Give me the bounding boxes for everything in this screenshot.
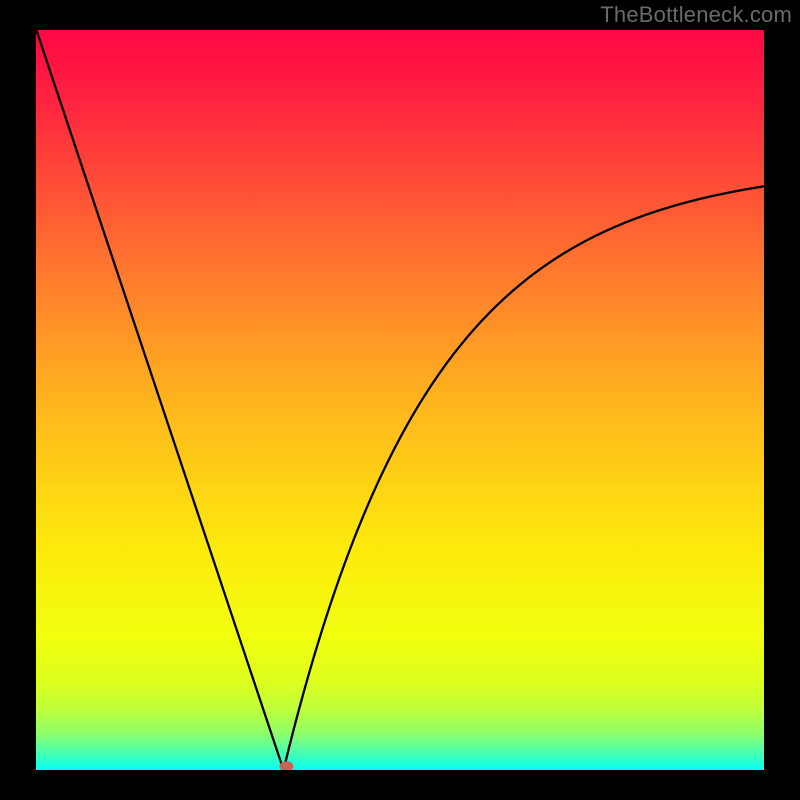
- chart-container: TheBottleneck.com: [0, 0, 800, 800]
- chart-svg: [0, 0, 800, 800]
- plot-gradient-background: [36, 30, 764, 770]
- watermark-text: TheBottleneck.com: [600, 2, 792, 28]
- minimum-marker: [279, 761, 293, 771]
- plot-area: [36, 30, 764, 771]
